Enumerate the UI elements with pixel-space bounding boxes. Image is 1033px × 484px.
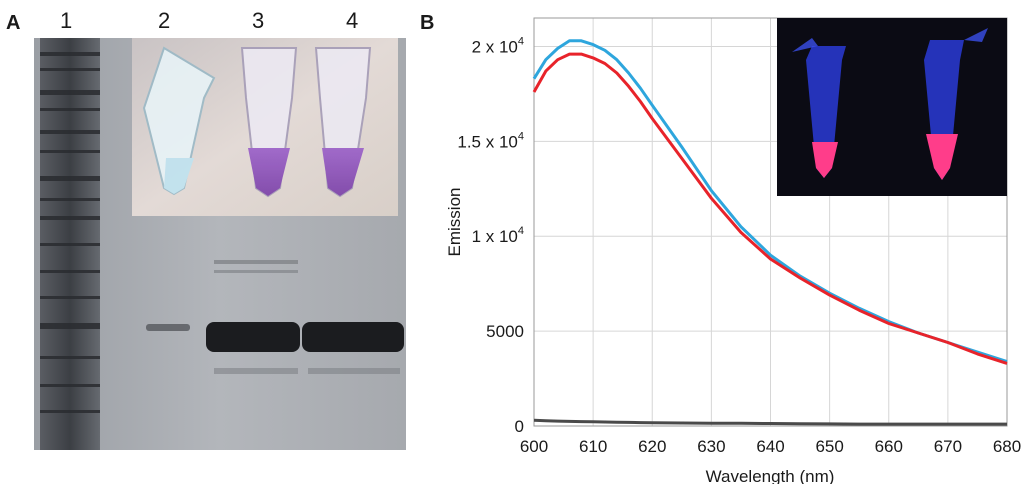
fluorescence-tubes-inset — [777, 18, 1007, 196]
x-axis-ticks: 600 610 620 630 640 650 660 670 680 — [520, 437, 1021, 456]
y-tick-label: 0 — [515, 417, 524, 436]
lane-label-3: 3 — [252, 8, 265, 33]
x-tick-label: 630 — [697, 437, 725, 456]
series-lines — [532, 39, 1008, 426]
series-line-2 — [532, 52, 1008, 365]
x-tick-label: 610 — [579, 437, 607, 456]
x-tick-label: 680 — [993, 437, 1021, 456]
panel-a-label: A — [6, 12, 21, 34]
series-line-3 — [533, 418, 1007, 426]
y-tick-label: 5000 — [486, 322, 524, 341]
lane-label-4: 4 — [346, 8, 359, 33]
plot-frame — [533, 17, 1008, 427]
y-tick-label: 2 x 104 — [472, 35, 524, 56]
x-tick-label: 650 — [815, 437, 843, 456]
sds-page-gel-image — [34, 38, 406, 450]
lane-label-1: 1 — [60, 8, 73, 33]
x-tick-label: 670 — [934, 437, 962, 456]
x-tick-label: 660 — [875, 437, 903, 456]
y-tick-label: 1 x 104 — [472, 225, 524, 246]
x-tick-label: 600 — [520, 437, 548, 456]
lane-label-2: 2 — [158, 8, 171, 33]
emission-spectrum-chart: 600 610 620 630 640 650 660 670 680 0 5000 1 x 104… — [445, 17, 1021, 484]
y-tick-label: 1.5 x 104 — [457, 130, 524, 151]
y-axis-ticks: 0 5000 1 x 104 1.5 x 104 2 x 104 — [457, 35, 524, 436]
x-tick-label: 640 — [756, 437, 784, 456]
panel-b-label: B — [420, 12, 435, 34]
y-axis-label: Emission — [445, 188, 464, 257]
x-tick-label: 620 — [638, 437, 666, 456]
x-axis-label: Wavelength (nm) — [706, 467, 835, 484]
